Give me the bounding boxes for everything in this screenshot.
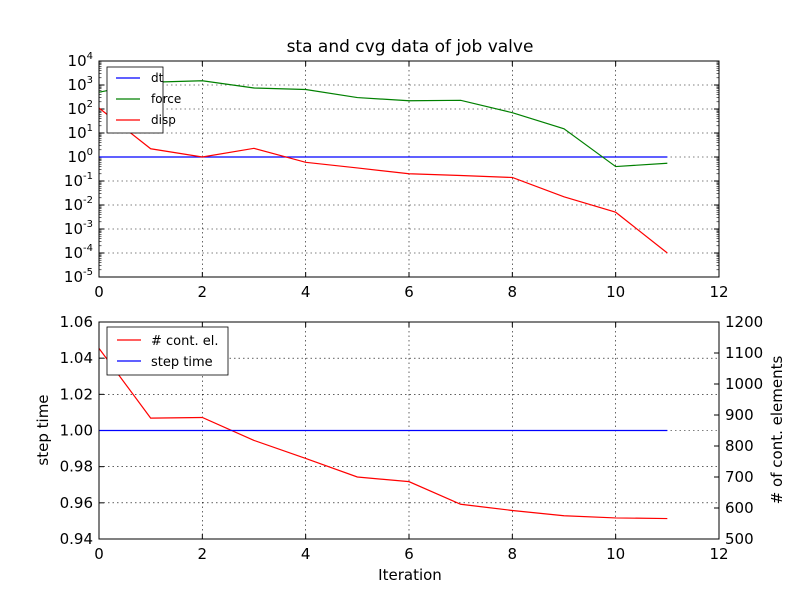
bottom-right-y-tick-label: 900 bbox=[725, 406, 754, 424]
top-x-tick-label: 0 bbox=[94, 283, 104, 301]
series-line-cont-el bbox=[98, 347, 668, 520]
y-axis-label-left: step time bbox=[34, 394, 52, 465]
top-x-tick-label: 4 bbox=[301, 283, 311, 301]
top-plot-frame bbox=[98, 60, 720, 278]
top-y-tick-label: 100 bbox=[68, 147, 93, 166]
bottom-right-y-tick-label: 1000 bbox=[725, 375, 763, 393]
tick-exponent: 3 bbox=[87, 75, 93, 86]
top-x-tick-label: 10 bbox=[606, 283, 625, 301]
legend-label: # cont. el. bbox=[151, 334, 218, 349]
bottom-x-tick-label: 8 bbox=[508, 545, 518, 563]
tick-base: 10 bbox=[64, 220, 83, 238]
bottom-left-y-tick-label: 1.06 bbox=[60, 313, 93, 331]
top-x-tick-label: 12 bbox=[709, 283, 728, 301]
bottom-x-tick-label: 10 bbox=[606, 545, 625, 563]
top-y-tick-label: 10-3 bbox=[64, 219, 93, 238]
tick-base: 10 bbox=[64, 172, 83, 190]
tick-exponent: -4 bbox=[83, 243, 93, 254]
top-y-tick-label: 10-2 bbox=[64, 195, 93, 214]
bottom-left-y-tick-label: 0.98 bbox=[60, 458, 93, 476]
top-series-lines bbox=[98, 80, 668, 254]
legend-label: dt bbox=[151, 71, 164, 85]
bottom-right-y-tick-label: 1200 bbox=[725, 313, 763, 331]
bottom-x-tick-label: 12 bbox=[709, 545, 728, 563]
series-line-disp bbox=[98, 107, 668, 254]
top-y-tick-label: 102 bbox=[68, 99, 93, 118]
bottom-right-y-tick-label: 600 bbox=[725, 499, 754, 517]
tick-base: 10 bbox=[68, 52, 87, 70]
tick-exponent: -5 bbox=[83, 267, 93, 278]
bottom-series-lines bbox=[98, 347, 668, 520]
bottom-right-y-tick-label: 700 bbox=[725, 468, 754, 486]
tick-exponent: 0 bbox=[87, 147, 93, 158]
bottom-plot-frame bbox=[98, 321, 720, 540]
top-y-tick-label: 10-4 bbox=[64, 243, 93, 262]
legend-label: disp bbox=[151, 113, 176, 127]
top-x-tick-label: 8 bbox=[508, 283, 518, 301]
bottom-right-y-tick-labels: 1200 1100 1000 900 800 700 600 500 bbox=[725, 313, 763, 548]
top-legend: dt force disp bbox=[106, 66, 181, 134]
bottom-x-tick-label: 0 bbox=[94, 545, 104, 563]
legend-label: step time bbox=[151, 355, 213, 370]
bottom-right-y-tick-label: 1100 bbox=[725, 344, 763, 362]
bottom-right-y-tick-label: 800 bbox=[725, 437, 754, 455]
bottom-x-tick-label: 4 bbox=[301, 545, 311, 563]
series-line-force bbox=[98, 80, 668, 168]
top-y-tick-label: 103 bbox=[68, 75, 93, 94]
top-y-tick-label: 104 bbox=[68, 51, 93, 70]
bottom-left-y-tick-labels: 1.06 1.04 1.02 1.00 0.98 0.96 0.94 bbox=[60, 313, 93, 548]
tick-exponent: 1 bbox=[87, 123, 93, 134]
bottom-x-tick-labels: 0 2 4 6 8 10 12 bbox=[94, 545, 728, 563]
tick-base: 10 bbox=[68, 124, 87, 142]
top-chart: sta and cvg data of job valve 0 2 4 6 8 10 12 … bbox=[64, 37, 729, 301]
x-axis-label: Iteration bbox=[378, 566, 442, 584]
top-x-tick-labels: 0 2 4 6 8 10 12 bbox=[94, 283, 728, 301]
bottom-left-y-tick-label: 1.04 bbox=[60, 349, 93, 367]
bottom-left-y-tick-label: 0.94 bbox=[60, 530, 93, 548]
bottom-left-y-tick-label: 1.02 bbox=[60, 385, 93, 403]
tick-exponent: 2 bbox=[87, 99, 93, 110]
bottom-legend: # cont. el. step time bbox=[106, 326, 229, 376]
bottom-right-y-tick-label: 500 bbox=[725, 530, 754, 548]
top-y-tick-label: 10-1 bbox=[64, 171, 93, 190]
y-axis-label-right: # of cont. elements bbox=[768, 356, 786, 505]
tick-exponent: -2 bbox=[83, 195, 93, 206]
bottom-x-tick-label: 2 bbox=[198, 545, 208, 563]
tick-base: 10 bbox=[64, 196, 83, 214]
top-y-tick-label: 10-5 bbox=[64, 267, 93, 286]
top-x-tick-label: 2 bbox=[198, 283, 208, 301]
bottom-left-y-tick-label: 0.96 bbox=[60, 494, 93, 512]
top-y-tick-label: 101 bbox=[68, 123, 93, 142]
tick-base: 10 bbox=[68, 148, 87, 166]
tick-base: 10 bbox=[64, 244, 83, 262]
tick-exponent: -3 bbox=[83, 219, 93, 230]
top-grid bbox=[99, 61, 719, 277]
tick-exponent: -1 bbox=[83, 171, 93, 182]
chart-title: sta and cvg data of job valve bbox=[287, 37, 534, 57]
bottom-legend-box bbox=[106, 326, 229, 376]
tick-base: 10 bbox=[68, 100, 87, 118]
legend-label: force bbox=[151, 92, 181, 106]
bottom-chart: 0 2 4 6 8 10 12 1.06 1.04 1.02 1.00 0.98 0.96 0.94 1… bbox=[34, 313, 786, 584]
tick-base: 10 bbox=[68, 76, 87, 94]
top-x-tick-label: 6 bbox=[404, 283, 414, 301]
tick-exponent: 4 bbox=[87, 51, 93, 62]
bottom-x-tick-label: 6 bbox=[404, 545, 414, 563]
tick-base: 10 bbox=[64, 268, 83, 286]
bottom-left-y-tick-label: 1.00 bbox=[60, 422, 93, 440]
